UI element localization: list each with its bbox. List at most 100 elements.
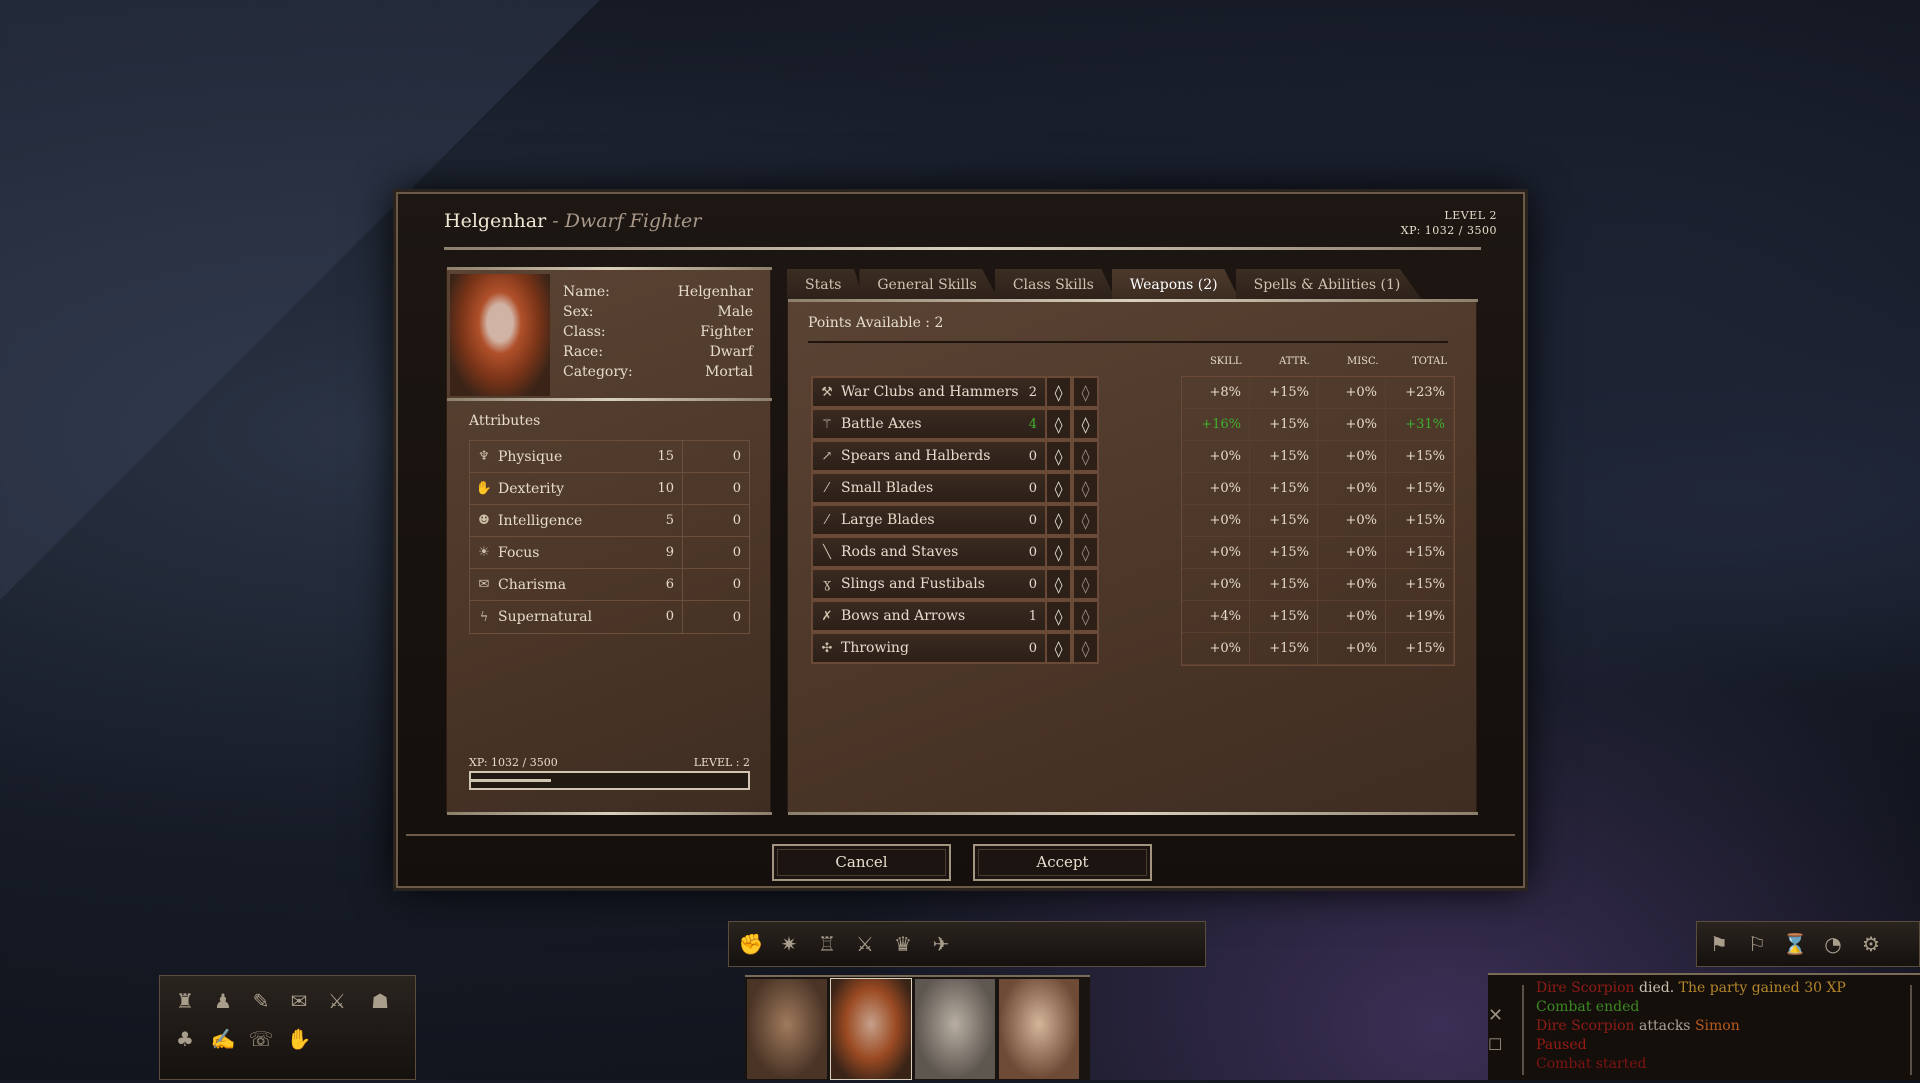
tab-stats[interactable]: Stats bbox=[787, 269, 864, 300]
ability-5-icon[interactable]: ♛ bbox=[894, 932, 912, 956]
settings-icon[interactable]: ⚙ bbox=[1862, 932, 1880, 956]
stat-attr: +15% bbox=[1250, 569, 1318, 600]
tab-general-skills[interactable]: General Skills bbox=[859, 269, 999, 300]
inventory-icon[interactable]: ♜ bbox=[176, 989, 194, 1013]
attribute-name: Supernatural bbox=[498, 609, 593, 625]
log-scrollbar[interactable] bbox=[1910, 985, 1912, 1075]
ability-bar: ✊ ✷ ♖ ⚔ ♛ ✈ bbox=[728, 921, 1206, 967]
stat-skill: +4% bbox=[1182, 601, 1250, 632]
formation-icon[interactable]: ⚐ bbox=[1748, 932, 1766, 956]
attribute-row: ☻ Intelligence 5 0 bbox=[470, 505, 749, 537]
attribute-value: 9 bbox=[631, 537, 683, 568]
map-icon[interactable]: ✎ bbox=[252, 989, 270, 1013]
decrease-button[interactable]: ◊ bbox=[1072, 504, 1100, 536]
stats-row: +0% +15% +0% +15% bbox=[1182, 633, 1454, 665]
column-header: SKILL bbox=[1209, 356, 1242, 367]
weapon-name: Battle Axes bbox=[841, 416, 922, 432]
ability-4-icon[interactable]: ⚔ bbox=[856, 932, 874, 956]
increase-button[interactable]: ◊ bbox=[1045, 504, 1073, 536]
log-entry: Dire Scorpion died. The party gained 30 … bbox=[1536, 979, 1846, 998]
info-value: Dwarf bbox=[709, 344, 753, 360]
ability-1-icon[interactable]: ✊ bbox=[738, 932, 764, 956]
increase-button[interactable]: ◊ bbox=[1045, 408, 1073, 440]
decrease-button[interactable]: ◊ bbox=[1072, 600, 1100, 632]
info-value: Mortal bbox=[705, 364, 753, 380]
ability-2-icon[interactable]: ✷ bbox=[780, 932, 798, 956]
increase-button[interactable]: ◊ bbox=[1045, 536, 1073, 568]
journal-icon[interactable]: ✉ bbox=[290, 989, 308, 1013]
divider bbox=[808, 341, 1448, 343]
tab-class-skills[interactable]: Class Skills bbox=[994, 269, 1116, 300]
combat-filter-icon[interactable]: ✕ bbox=[1488, 1005, 1504, 1026]
decrease-button[interactable]: ◊ bbox=[1072, 376, 1100, 408]
weapon-row: ⚒ War Clubs and Hammers 2 ◊ ◊ bbox=[811, 376, 1100, 408]
decrease-button[interactable]: ◊ bbox=[1072, 408, 1100, 440]
tab-spells-abilities[interactable]: Spells & Abilities (1) bbox=[1235, 269, 1423, 300]
log-segment: The party gained 30 XP bbox=[1678, 980, 1846, 996]
speed-icon[interactable]: ◔ bbox=[1824, 932, 1842, 956]
stat-skill: +8% bbox=[1182, 377, 1250, 408]
increase-button[interactable]: ◊ bbox=[1045, 632, 1073, 664]
stat-attr: +15% bbox=[1250, 633, 1318, 664]
decrease-button[interactable]: ◊ bbox=[1072, 472, 1100, 504]
attribute-name: Charisma bbox=[498, 576, 567, 593]
party-member-portrait[interactable] bbox=[999, 979, 1079, 1079]
weapon-skill: ⚒ War Clubs and Hammers 2 bbox=[811, 376, 1046, 408]
header-xp: XP: 1032 / 3500 bbox=[1400, 224, 1497, 237]
party-member-portrait-selected[interactable] bbox=[830, 978, 912, 1080]
log-entry: Combat started bbox=[1536, 1055, 1846, 1074]
attribute-name: Focus bbox=[498, 544, 540, 561]
party-portraits bbox=[745, 975, 1090, 1080]
weapon-skill: ⁄ Large Blades 0 bbox=[811, 504, 1046, 536]
party-member-portrait[interactable] bbox=[915, 979, 995, 1079]
ability-6-icon[interactable]: ✈ bbox=[932, 932, 950, 956]
tab-weapons[interactable]: Weapons (2) bbox=[1111, 269, 1240, 300]
stat-skill: +16% bbox=[1182, 409, 1250, 440]
cancel-button[interactable]: Cancel bbox=[772, 844, 951, 881]
log-scrollbar-left[interactable] bbox=[1522, 985, 1524, 1075]
increase-button[interactable]: ◊ bbox=[1045, 440, 1073, 472]
info-row: Name: Helgenhar bbox=[563, 282, 753, 302]
combat-log-panel: ✕ ☐ Dire Scorpion died. The party gained… bbox=[1488, 973, 1920, 1080]
decrease-button[interactable]: ◊ bbox=[1072, 632, 1100, 664]
increase-button[interactable]: ◊ bbox=[1045, 376, 1073, 408]
weapon-icon[interactable]: ⚔ bbox=[328, 989, 346, 1013]
character-icon[interactable]: ♟ bbox=[214, 989, 232, 1013]
attribute-bonus: 0 bbox=[732, 481, 741, 496]
stat-total: +19% bbox=[1386, 601, 1454, 632]
stat-misc: +0% bbox=[1318, 537, 1386, 568]
hand-icon[interactable]: ✋ bbox=[286, 1027, 312, 1051]
stat-attr: +15% bbox=[1250, 473, 1318, 504]
ability-3-icon[interactable]: ♖ bbox=[818, 932, 836, 956]
chat-filter-icon[interactable]: ☐ bbox=[1488, 1035, 1503, 1054]
chat-icon[interactable]: ☏ bbox=[248, 1027, 274, 1051]
flag-icon[interactable]: ⚑ bbox=[1710, 932, 1728, 956]
increase-button[interactable]: ◊ bbox=[1045, 472, 1073, 504]
stat-misc: +0% bbox=[1318, 569, 1386, 600]
scroll-icon[interactable]: ✍ bbox=[210, 1027, 236, 1051]
increase-button[interactable]: ◊ bbox=[1045, 600, 1073, 632]
decrease-button[interactable]: ◊ bbox=[1072, 440, 1100, 472]
decrease-button[interactable]: ◊ bbox=[1072, 568, 1100, 600]
log-segment: Combat ended bbox=[1536, 999, 1640, 1015]
stat-total: +15% bbox=[1386, 473, 1454, 504]
increase-button[interactable]: ◊ bbox=[1045, 568, 1073, 600]
log-segment: died. bbox=[1634, 980, 1679, 996]
stat-attr: +15% bbox=[1250, 409, 1318, 440]
attribute-bonus: 0 bbox=[732, 609, 741, 625]
hourglass-icon[interactable]: ⌛ bbox=[1782, 932, 1808, 956]
weapon-skill: ✣ Throwing 0 bbox=[811, 632, 1046, 664]
decrease-button[interactable]: ◊ bbox=[1072, 536, 1100, 568]
spear-icon: ↗ bbox=[821, 448, 833, 464]
stat-attr: +15% bbox=[1250, 537, 1318, 568]
attribute-row: ♆ Physique 15 0 bbox=[470, 441, 749, 473]
xp-progress-fill bbox=[471, 779, 552, 782]
character-info: Name: Helgenhar Sex: Male Class: Fighter Race:… bbox=[563, 282, 753, 382]
party-member-portrait[interactable] bbox=[747, 979, 827, 1079]
stealth-icon[interactable]: ☗ bbox=[371, 989, 390, 1013]
party-icon[interactable]: ♣ bbox=[176, 1027, 194, 1051]
weapon-points: 0 bbox=[1028, 576, 1038, 592]
accept-button[interactable]: Accept bbox=[973, 844, 1152, 881]
info-row: Category: Mortal bbox=[563, 362, 753, 382]
bow-icon: ✗ bbox=[821, 608, 833, 624]
